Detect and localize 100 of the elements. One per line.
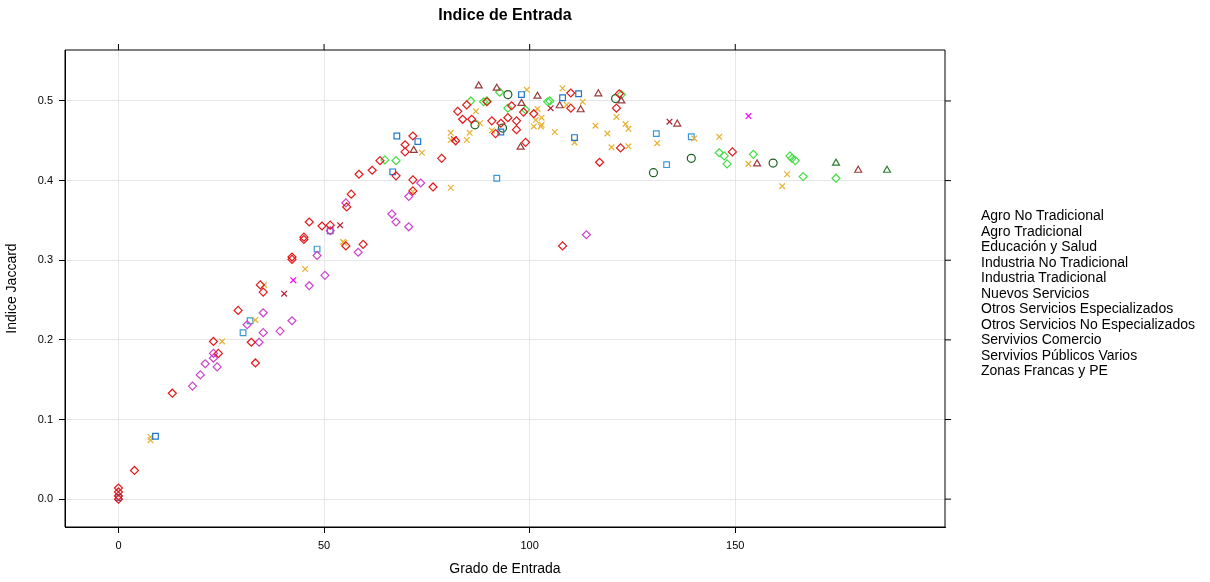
point	[831, 173, 841, 183]
text: Servivios Públicos Varios	[981, 346, 1139, 363]
point	[258, 287, 268, 297]
point	[496, 118, 506, 128]
text: Industria Tradicional	[981, 269, 1108, 286]
point	[458, 114, 468, 124]
point	[416, 178, 426, 188]
y-tick-label: 0.1	[37, 412, 53, 425]
point	[470, 120, 480, 130]
point	[462, 100, 472, 110]
point	[555, 101, 564, 109]
point	[113, 483, 124, 493]
point	[490, 129, 501, 139]
text: Otros Servicios Especializados	[981, 300, 1175, 317]
point	[242, 320, 252, 330]
point	[453, 106, 463, 116]
x-tick-label: 50	[317, 538, 331, 551]
point	[714, 148, 724, 158]
text: Nuevos Servicios	[981, 284, 1091, 301]
point	[497, 123, 508, 133]
point	[213, 348, 223, 358]
point	[400, 147, 410, 157]
point	[503, 89, 513, 100]
point	[615, 143, 626, 153]
point	[212, 362, 222, 372]
point	[304, 217, 314, 227]
point	[317, 221, 327, 231]
point	[129, 465, 140, 476]
point	[666, 118, 673, 126]
point	[246, 337, 256, 347]
point	[254, 337, 264, 347]
point	[719, 151, 729, 161]
point	[325, 220, 335, 230]
point	[393, 132, 401, 140]
point	[506, 101, 517, 111]
point	[409, 145, 418, 153]
point	[250, 358, 260, 368]
point	[437, 153, 447, 163]
point	[753, 159, 762, 167]
point	[783, 170, 791, 178]
point	[389, 168, 397, 176]
point	[882, 165, 892, 173]
text: Agro Tradicional	[981, 222, 1084, 239]
point	[341, 241, 351, 251]
point	[113, 487, 124, 497]
y-tick-label: 0.5	[37, 94, 53, 106]
point	[275, 326, 285, 336]
point	[831, 158, 841, 166]
point	[559, 84, 566, 92]
text: Otros Servicios No Especializados	[981, 315, 1195, 332]
point	[467, 114, 477, 124]
point	[387, 209, 397, 219]
point	[313, 245, 321, 253]
y-tick-label: 0.4	[37, 173, 53, 186]
point	[251, 316, 259, 324]
point	[312, 250, 322, 261]
point	[354, 169, 364, 179]
point	[287, 316, 297, 326]
point	[280, 290, 288, 298]
point	[380, 155, 390, 165]
point	[768, 158, 778, 168]
point	[529, 109, 539, 119]
point	[594, 89, 603, 97]
point	[258, 308, 268, 318]
point	[239, 329, 247, 337]
point	[400, 140, 410, 150]
point	[547, 104, 555, 112]
point	[511, 116, 522, 126]
point	[208, 336, 219, 347]
point	[289, 276, 297, 284]
point	[571, 134, 578, 142]
point	[745, 160, 752, 168]
point	[608, 143, 615, 151]
point	[673, 119, 682, 127]
point	[592, 122, 599, 130]
point	[727, 147, 737, 157]
point	[167, 388, 177, 398]
point	[187, 381, 198, 391]
x-axis-title: Grado de Entrada	[449, 560, 561, 577]
point	[511, 125, 522, 135]
point	[503, 113, 513, 123]
point	[517, 98, 526, 106]
point	[255, 280, 265, 290]
point	[195, 370, 205, 380]
point	[466, 96, 476, 106]
point	[418, 149, 426, 157]
point	[520, 137, 531, 147]
point	[408, 131, 418, 141]
point	[663, 161, 671, 169]
point	[516, 142, 525, 150]
text: Agro No Tradicional	[981, 207, 1105, 224]
point	[463, 136, 471, 144]
point	[200, 359, 210, 369]
point	[566, 103, 576, 113]
x-tick-label: 150	[726, 538, 745, 551]
x-tick-label: 0	[115, 538, 122, 551]
point	[686, 153, 696, 163]
text: Industria No Tradicional	[981, 253, 1130, 270]
point	[404, 191, 414, 202]
point	[518, 91, 525, 99]
